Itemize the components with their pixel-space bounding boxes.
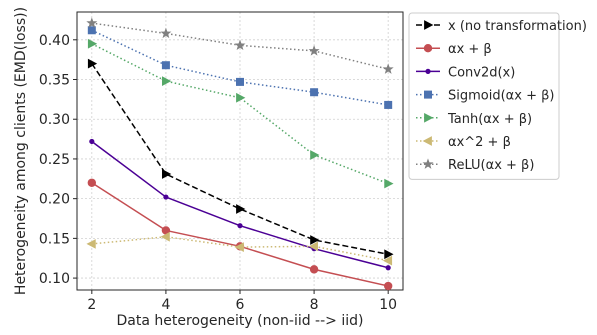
data-point [87,58,98,69]
data-point [87,26,96,35]
y-tick-label: 0.35 [39,73,70,89]
legend-item: ReLU(αx + β) [416,158,534,173]
legend-item: Sigmoid(αx + β) [416,89,554,104]
y-tick-label: 0.25 [39,152,70,168]
x-tick-label: 8 [310,297,319,313]
data-point [383,281,393,291]
y-tick-label: 0.20 [39,192,70,208]
legend-marker [422,158,434,169]
series-5 [86,231,393,266]
legend-item: αx^2 + β [416,135,511,150]
legend-label: Tanh(αx + β) [447,112,532,127]
data-point [237,223,243,229]
data-point [87,38,98,49]
legend-marker [423,44,433,53]
legend-frame [408,12,560,180]
x-tick-label: 6 [236,297,245,313]
data-point [160,27,172,39]
series-6 [86,17,394,74]
data-point [162,169,172,179]
y-tick-label: 0.30 [39,112,70,128]
data-point [310,235,320,245]
legend-item: x (no transformation) [416,19,587,34]
legend-marker [423,90,432,99]
data-point [382,63,394,74]
data-point [86,17,98,28]
x-tick-label: 2 [87,297,96,313]
data-point [235,77,244,86]
legend-item: Tanh(αx + β) [416,112,532,127]
data-point [384,100,393,109]
data-point [236,204,246,214]
legend-label: Sigmoid(αx + β) [448,89,554,104]
y-tick-label: 0.40 [39,33,70,49]
data-point [308,45,320,56]
legend-label: ReLU(αx + β) [448,158,534,173]
legend-item: αx + β [416,42,492,57]
series-line [91,63,389,255]
data-point [309,265,319,274]
data-point [86,239,96,249]
x-tick-label: 4 [161,297,170,313]
legend: x (no transformation) αx + β Conv2d(x) Sigm… [408,12,587,180]
legend-label: x (no transformation) [448,19,587,34]
y-tick-label: 0.15 [39,231,70,247]
data-point [87,178,97,187]
legend-marker [424,112,434,123]
x-tick-label: 10 [379,297,397,313]
series-2 [89,138,391,271]
legend-marker [424,20,434,30]
series-0 [87,58,394,260]
legend-item: Conv2d(x) [416,65,515,80]
legend-label: αx + β [448,42,492,57]
series-3 [87,26,393,109]
data-point [163,194,169,200]
data-point [160,231,170,242]
data-point [384,249,394,260]
data-point [234,39,246,51]
data-point [385,265,391,271]
x-axis-label: Data heterogeneity (non-iid --> iid) [117,313,364,329]
data-point [162,76,172,86]
data-point [234,242,244,252]
legend-label: αx^2 + β [448,135,511,150]
data-point [384,178,394,189]
data-point [310,88,319,97]
legend-marker [425,68,431,75]
data-point [89,138,95,145]
legend-label: Conv2d(x) [448,65,515,80]
y-axis-label: Heterogeneity among clients (EMD(loss)) [13,7,29,295]
data-point [382,255,393,266]
data-point [236,92,246,103]
legend-marker [422,136,432,146]
data-point [161,61,170,70]
y-tick-label: 0.10 [39,271,70,287]
data-point [310,150,320,160]
data-point [308,241,318,252]
series-4 [87,38,394,189]
